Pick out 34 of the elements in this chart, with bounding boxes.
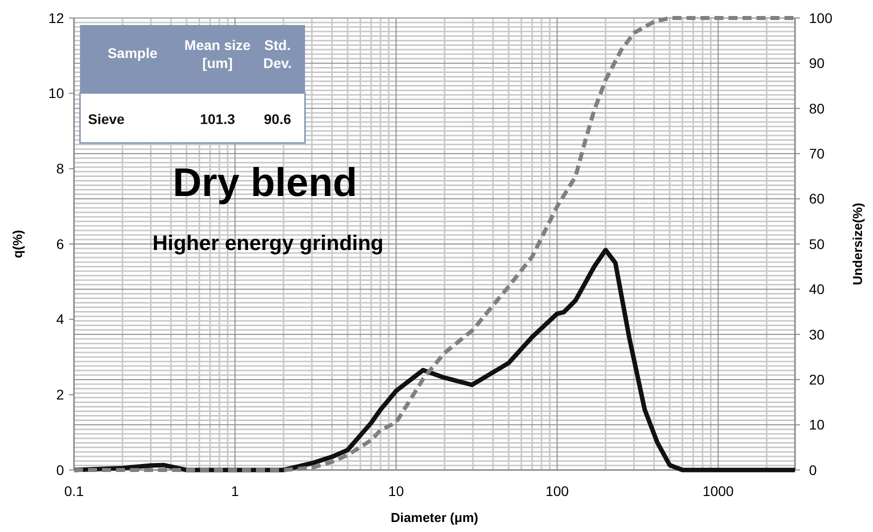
y2-axis-title: Undersize(%) [850, 202, 865, 286]
annotation: 90.6 [264, 111, 292, 127]
annotation: Std. Dev. [263, 37, 292, 71]
y2-tick-label: 60 [809, 190, 825, 207]
y2-tick-label: 50 [809, 236, 825, 252]
y-tick-label: 10 [48, 85, 64, 102]
y-tick-label: 0 [56, 462, 64, 478]
annotation: Sample [108, 45, 158, 61]
y-axis-title: q(%) [10, 230, 25, 258]
y2-tick-label: 80 [809, 100, 825, 116]
annotation: 101.3 [200, 111, 236, 127]
x-tick-label: 1000 [702, 483, 734, 499]
y2-tick-label: 100 [809, 10, 833, 26]
x-axis-title: Diameter (μm) [390, 510, 478, 525]
x-tick-label: 100 [545, 483, 570, 499]
text: Dry blend [172, 161, 358, 205]
annotation: Mean size [um] [184, 37, 251, 71]
x-tick-label: 0.1 [64, 483, 84, 499]
y-tick-label: 4 [56, 311, 64, 328]
y2-tick-label: 70 [809, 146, 825, 162]
y2-tick-label: 10 [809, 416, 825, 433]
y2-tick-label: 40 [809, 281, 825, 298]
y2-tick-label: 0 [809, 462, 817, 478]
y-tick-label: 6 [56, 236, 64, 252]
annotation: Sieve [88, 111, 125, 127]
y-tick-label: 2 [56, 386, 64, 403]
y-tick-label: 8 [56, 160, 64, 177]
y2-tick-label: 30 [809, 326, 825, 342]
x-tick-label: 10 [388, 483, 404, 499]
x-tick-label: 1 [231, 483, 240, 499]
y2-tick-label: 90 [809, 55, 825, 72]
y2-tick-label: 20 [809, 372, 825, 388]
text: Higher energy grinding [152, 232, 384, 255]
y-tick-label: 12 [48, 10, 64, 26]
